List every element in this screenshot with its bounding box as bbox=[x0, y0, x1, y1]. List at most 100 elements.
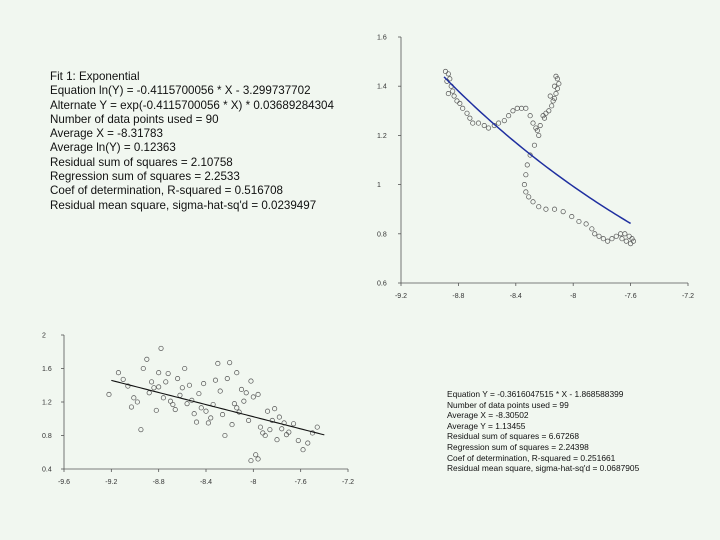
data-point bbox=[549, 103, 555, 109]
data-point bbox=[291, 421, 297, 427]
x-tick-label: -9.2 bbox=[395, 293, 407, 300]
data-point bbox=[106, 391, 112, 398]
exponential-fit-curve bbox=[443, 76, 631, 225]
data-point bbox=[125, 383, 131, 389]
data-point bbox=[115, 370, 121, 376]
data-point bbox=[460, 105, 466, 111]
data-point bbox=[551, 206, 558, 212]
data-point bbox=[257, 424, 263, 430]
data-point bbox=[526, 194, 532, 200]
data-point bbox=[250, 394, 256, 400]
data-point bbox=[536, 204, 542, 210]
data-point bbox=[170, 401, 176, 408]
summary-line: Residual mean square, sigma-hat-sq'd = 0… bbox=[50, 198, 317, 212]
summary-line: Residual mean square, sigma-hat-sq'd = 0… bbox=[447, 463, 640, 474]
data-point bbox=[613, 233, 619, 239]
summary-line: Number of data points used = 90 bbox=[50, 112, 219, 126]
data-point bbox=[506, 113, 512, 119]
summary-line: Average ln(Y) = 0.12363 bbox=[50, 141, 176, 155]
data-point bbox=[283, 432, 290, 438]
data-point bbox=[543, 206, 549, 212]
data-point bbox=[156, 384, 162, 390]
data-point bbox=[546, 108, 552, 114]
data-point bbox=[521, 182, 527, 188]
data-point bbox=[274, 437, 280, 443]
data-point bbox=[238, 386, 245, 392]
data-point bbox=[629, 236, 635, 242]
summary-line: Average Y = 1.13455 bbox=[447, 420, 526, 431]
x-tick-label: -9.6 bbox=[58, 479, 70, 486]
data-point bbox=[314, 424, 320, 430]
fit-summary-linear: Equation Y = -0.3616047515 * X - 1.86858… bbox=[447, 389, 639, 474]
data-point bbox=[201, 381, 207, 387]
data-point bbox=[120, 376, 126, 382]
data-point bbox=[622, 231, 628, 237]
data-point bbox=[533, 125, 539, 131]
x-tick-label: -8 bbox=[250, 479, 256, 486]
data-point bbox=[445, 71, 451, 77]
data-point bbox=[527, 113, 533, 119]
data-point bbox=[628, 241, 634, 247]
data-point bbox=[475, 120, 482, 126]
data-point bbox=[220, 412, 226, 418]
summary-line: Equation Y = -0.3616047515 * X - 1.86858… bbox=[447, 389, 624, 399]
summary-line: Coef of determination, R-squared = 0.516… bbox=[50, 184, 283, 198]
data-point bbox=[541, 115, 548, 121]
data-point bbox=[262, 432, 268, 439]
data-point bbox=[445, 91, 451, 97]
data-point bbox=[560, 209, 566, 215]
data-point bbox=[184, 401, 190, 407]
data-point bbox=[605, 238, 611, 244]
data-point bbox=[248, 378, 254, 384]
data-point bbox=[128, 404, 135, 410]
x-tick-label: -7.2 bbox=[682, 293, 694, 300]
data-point bbox=[592, 231, 598, 237]
data-point bbox=[175, 375, 181, 382]
y-tick-label: 0.8 bbox=[377, 231, 387, 238]
data-point bbox=[234, 370, 240, 376]
data-point bbox=[217, 388, 223, 394]
data-point bbox=[583, 221, 589, 227]
summary-line: Alternate Y = exp(-0.4115700056 * X) * 0… bbox=[50, 98, 334, 112]
data-point bbox=[600, 236, 606, 242]
data-point bbox=[551, 95, 558, 102]
data-point bbox=[451, 93, 457, 99]
linear-fit-line bbox=[111, 379, 325, 436]
data-point bbox=[536, 132, 542, 138]
data-point bbox=[276, 414, 282, 420]
x-tick-label: -7.2 bbox=[342, 479, 354, 486]
data-point bbox=[229, 422, 235, 428]
summary-line: Number of data points used = 99 bbox=[447, 399, 569, 410]
data-point bbox=[191, 411, 197, 417]
data-point bbox=[596, 233, 602, 239]
data-point bbox=[264, 408, 271, 414]
data-point bbox=[140, 365, 146, 372]
data-point bbox=[260, 430, 266, 436]
data-point bbox=[523, 189, 529, 195]
data-point bbox=[576, 218, 582, 225]
summary-line: Average X = -8.30502 bbox=[447, 410, 529, 421]
x-tick-label: -8.8 bbox=[153, 479, 165, 486]
data-point bbox=[196, 391, 202, 397]
summary-line: Residual sum of squares = 2.10758 bbox=[50, 155, 233, 169]
x-tick-label: -8.8 bbox=[452, 293, 464, 300]
data-point bbox=[305, 440, 311, 446]
data-point bbox=[589, 226, 595, 232]
data-point bbox=[177, 392, 183, 398]
data-point bbox=[295, 437, 301, 444]
data-point bbox=[193, 419, 200, 425]
y-tick-label: 0.6 bbox=[377, 281, 387, 288]
data-point bbox=[553, 91, 559, 97]
data-point bbox=[186, 382, 192, 388]
y-tick-label: 0.4 bbox=[42, 467, 52, 474]
data-point bbox=[450, 88, 456, 94]
data-point bbox=[158, 345, 164, 351]
fit-summary-exponential: Fit 1: Exponential Equation ln(Y) = -0.4… bbox=[50, 70, 334, 213]
data-point bbox=[163, 379, 169, 385]
data-point bbox=[255, 456, 261, 462]
summary-line: Coef of determination, R-squared = 0.251… bbox=[447, 452, 616, 463]
data-point bbox=[272, 406, 278, 412]
data-point bbox=[160, 395, 166, 401]
